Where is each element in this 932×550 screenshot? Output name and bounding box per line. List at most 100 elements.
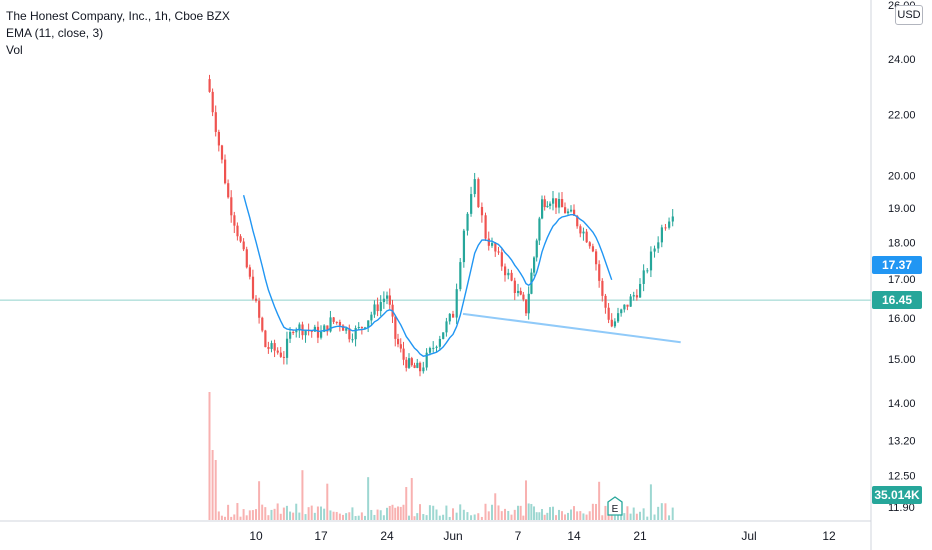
candle-body — [394, 316, 397, 339]
volume-bar — [214, 460, 217, 520]
chart-legend: The Honest Company, Inc., 1h, Cboe BZX E… — [6, 8, 230, 59]
volume-bar — [279, 513, 282, 520]
candle-body — [487, 238, 490, 246]
candle-body — [316, 326, 320, 338]
earnings-marker[interactable]: E — [607, 496, 623, 516]
candle-body — [292, 332, 295, 334]
candle-body — [573, 209, 576, 216]
candle-body — [671, 216, 674, 222]
volume-bar — [558, 509, 560, 520]
volume-bar — [220, 515, 223, 520]
volume-bar — [428, 505, 431, 520]
volume-bar — [326, 483, 329, 520]
candle-body — [217, 131, 220, 146]
candle-body — [279, 352, 282, 357]
candle-body — [248, 267, 251, 277]
legend-volume[interactable]: Vol — [6, 43, 23, 57]
y-tick-label: 17.00 — [888, 274, 916, 286]
candle-body — [282, 356, 286, 358]
currency-label[interactable]: USD — [895, 5, 923, 25]
candle-body — [473, 179, 476, 195]
candle-body — [480, 207, 484, 216]
candle-body — [507, 272, 510, 276]
candle-body — [459, 262, 462, 290]
volume-bar — [527, 503, 530, 520]
volume-bar — [295, 503, 298, 520]
volume-bar — [345, 513, 348, 520]
volume-bar — [233, 514, 236, 520]
candle-body — [230, 197, 233, 216]
volume-bar — [354, 516, 357, 520]
volume-bar — [405, 487, 408, 520]
volume-bar — [573, 506, 575, 520]
volume-bar — [373, 514, 376, 520]
candle-body — [649, 251, 653, 271]
candle-body — [484, 215, 487, 239]
candle-body — [348, 328, 351, 340]
legend-symbol[interactable]: The Honest Company, Inc., 1h, Cboe BZX — [6, 9, 230, 23]
candle-body — [470, 194, 473, 214]
candle-body — [477, 179, 480, 208]
volume-bar — [668, 515, 671, 520]
candle-body — [345, 328, 348, 331]
candle-body — [552, 198, 555, 204]
earnings-icon: E — [607, 496, 623, 516]
candle-body — [408, 358, 411, 368]
volume-bar — [519, 505, 522, 520]
volume-bar — [570, 509, 572, 520]
volume-bar — [413, 516, 416, 520]
volume-bar — [397, 506, 399, 520]
volume-bar — [239, 516, 242, 520]
volume-bar — [273, 508, 276, 520]
candle-body — [357, 326, 360, 329]
candle-body — [376, 304, 379, 312]
candle-body — [555, 198, 558, 208]
trendline — [462, 312, 681, 344]
candle-body — [220, 145, 224, 160]
volume-bar — [261, 504, 264, 520]
candle-body — [382, 298, 386, 303]
candles — [208, 74, 674, 377]
volume-bar — [208, 392, 211, 520]
candle-body — [329, 317, 332, 332]
volume-bar — [338, 513, 341, 520]
volume-bar — [598, 481, 601, 520]
volume-bar — [671, 507, 674, 520]
candle-body — [295, 330, 298, 333]
candle-body — [285, 338, 289, 358]
y-tick-label: 20.00 — [888, 170, 916, 182]
candle-body — [541, 199, 544, 219]
volume-bar — [264, 507, 267, 520]
candle-body — [379, 302, 382, 312]
volume-bar — [258, 481, 261, 520]
volume-bar — [649, 484, 652, 520]
candle-body — [653, 248, 656, 252]
candle-body — [626, 304, 629, 307]
volume-bar — [530, 503, 533, 520]
candle-body — [428, 348, 432, 353]
volume-bar — [546, 512, 549, 520]
y-tick-label: 16.00 — [888, 313, 916, 325]
volume-bar — [533, 506, 535, 520]
volume-bar — [664, 503, 667, 520]
volume-bar — [541, 509, 543, 520]
candle-body — [564, 207, 567, 214]
volume-bar — [591, 503, 594, 520]
volume-bar — [399, 506, 402, 520]
candle-body — [613, 321, 617, 327]
candle-body — [397, 338, 400, 345]
candle-body — [549, 203, 552, 206]
candle-body — [668, 221, 671, 228]
candle-body — [500, 252, 503, 267]
volume-bar — [370, 509, 373, 520]
volume-bar — [320, 506, 322, 520]
volume-bar — [316, 506, 319, 520]
legend-ema[interactable]: EMA (11, close, 3) — [6, 26, 104, 40]
volume-bar — [466, 512, 469, 520]
candle-body — [242, 241, 245, 250]
x-tick-label: 21 — [633, 529, 647, 543]
volume-bar — [642, 508, 645, 520]
candle-body — [236, 225, 239, 237]
volume-bar — [388, 505, 391, 520]
